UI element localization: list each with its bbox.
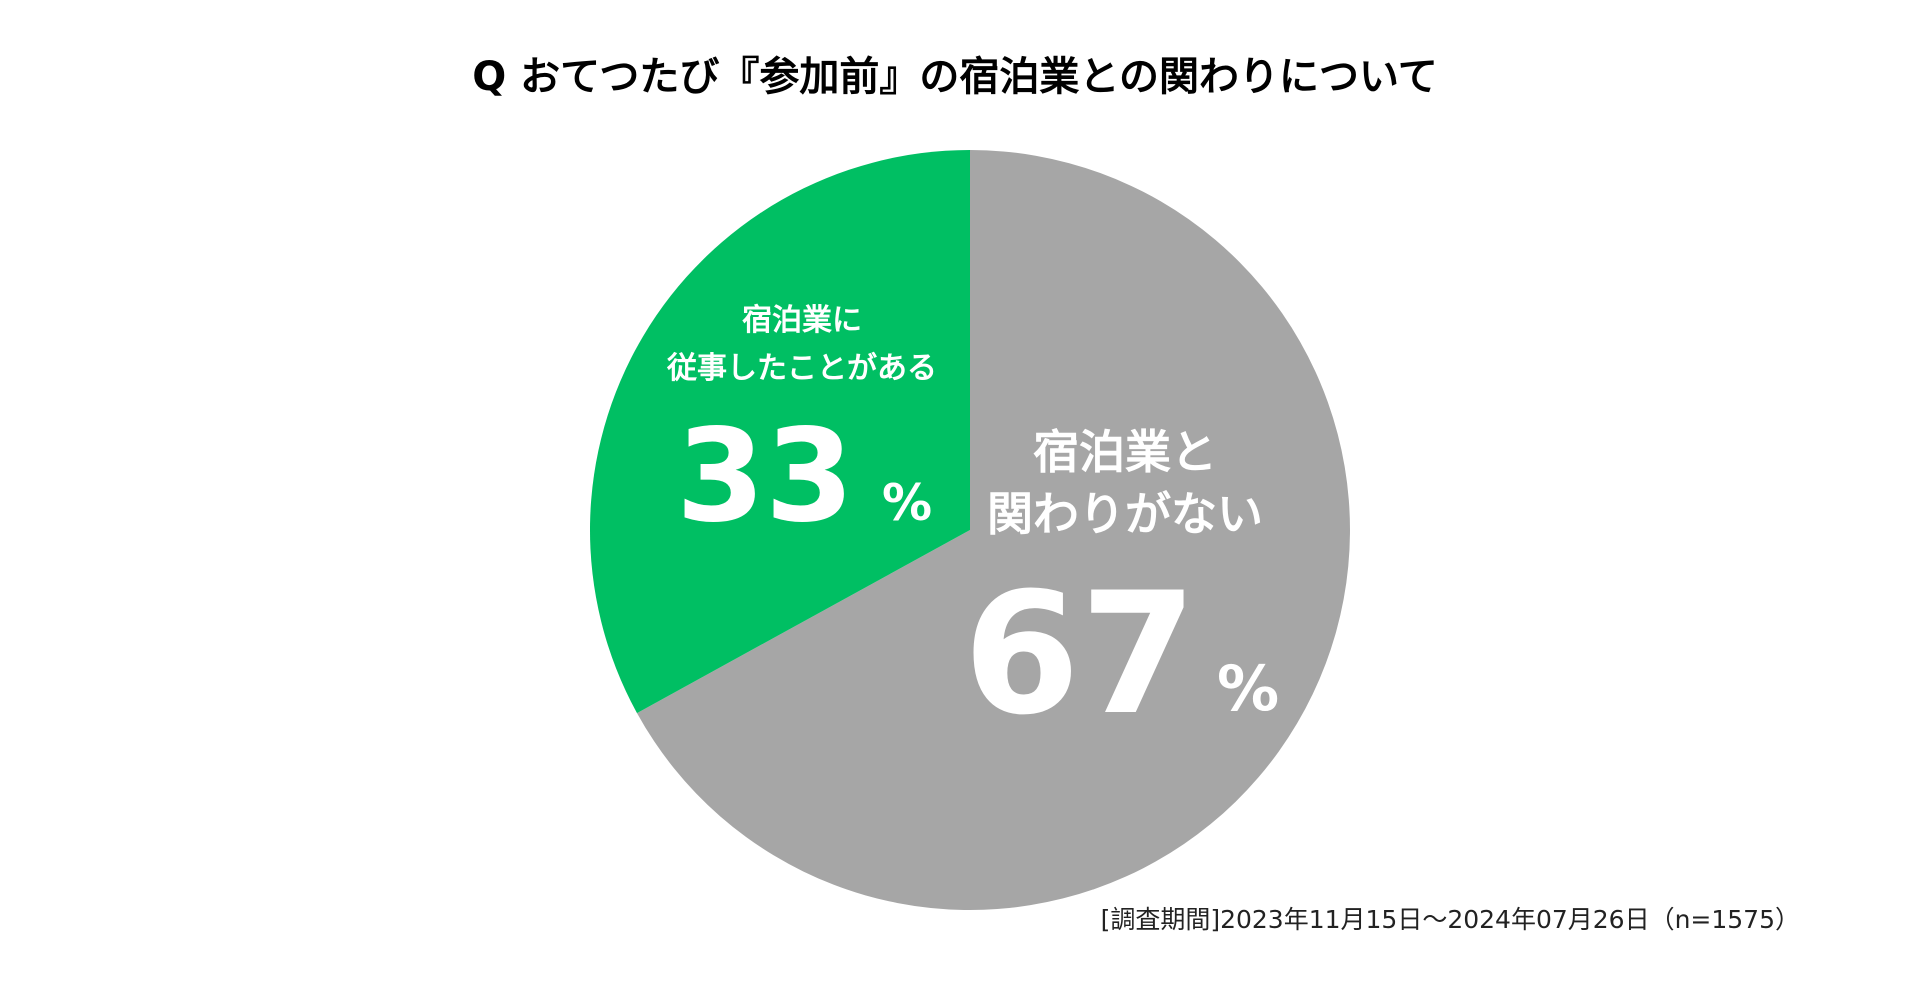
slice-label-no-relation-line-1: 宿泊業と [1033, 425, 1217, 479]
slice-unit-no-relation: % [1217, 652, 1279, 725]
pie-slices [589, 150, 1350, 910]
chart-title: Q おてつたび『参加前』の宿泊業との関わりについて [472, 54, 1438, 100]
slice-label-no-relation-line-2: 関わりがない [987, 487, 1263, 541]
pie-slice-worked [589, 150, 970, 714]
slice-unit-worked: % [882, 474, 932, 532]
slice-value-no-relation: 67 [963, 556, 1197, 752]
slice-label-worked-line-1: 宿泊業に [742, 303, 862, 338]
slice-label-worked-line-2: 従事したことがある [666, 351, 937, 386]
slice-value-worked: 33 [676, 402, 854, 551]
pie-slice-no-relation [637, 150, 1350, 910]
survey-period-note: [調査期間]2023年11月15日～2024年07月26日（n=1575） [1101, 905, 1800, 934]
